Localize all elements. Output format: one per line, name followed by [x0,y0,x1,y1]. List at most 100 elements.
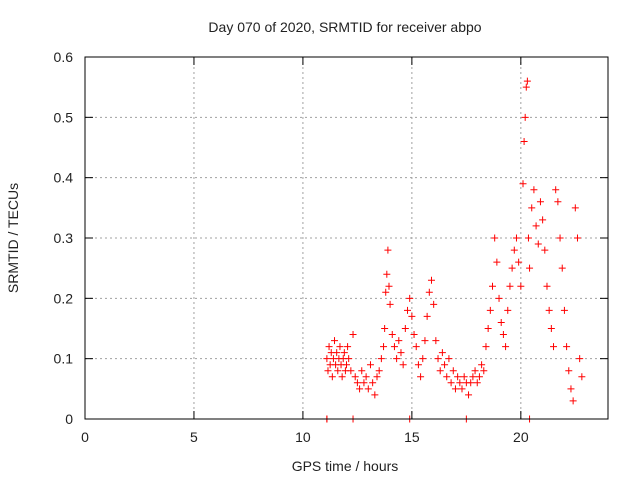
data-point [351,373,359,381]
data-point [541,246,549,254]
data-point [331,337,339,345]
y-axis-label: SRMTID / TECUs [5,183,21,293]
data-point [349,331,357,339]
data-point [419,355,427,363]
data-point [445,355,453,363]
y-tick-label: 0.4 [54,170,74,186]
data-point [386,300,394,308]
data-point [340,349,348,357]
data-point [560,306,568,314]
data-point [333,349,341,357]
data-point [454,373,462,381]
data-point [522,83,530,91]
data-point [565,367,573,375]
data-point [563,343,571,351]
data-point [371,391,379,399]
x-axis-ticks: 0 5 10 15 20 [81,57,529,445]
data-point [520,137,528,145]
y-tick-label: 0.6 [54,49,74,65]
data-point [543,282,551,290]
data-point [364,385,372,393]
data-point [556,234,564,242]
data-point [576,355,584,363]
data-point [550,343,558,351]
data-point [502,343,510,351]
x-tick-label: 5 [190,429,198,445]
data-point [465,391,473,399]
x-axis-label: GPS time / hours [292,458,399,474]
data-point [515,258,523,266]
data-point [366,361,374,369]
data-point [489,282,497,290]
data-point [473,379,481,387]
data-point [499,331,507,339]
data-point [397,349,405,357]
data-point [471,367,479,375]
data-point [432,337,440,345]
grid [85,57,608,419]
data-point [384,246,392,254]
data-point [508,264,516,272]
data-point [408,312,416,320]
data-point [552,186,560,194]
data-point [356,385,364,393]
data-point [532,222,540,230]
data-point [377,355,385,363]
data-point [353,379,361,387]
data-point [441,361,449,369]
data-point [447,379,455,387]
data-point [517,282,525,290]
data-point [362,373,370,381]
data-point [393,355,401,363]
data-point [478,361,486,369]
data-point [358,367,366,375]
data-point [401,325,409,332]
data-point [460,373,468,381]
data-point [382,288,390,296]
data-point [569,397,577,405]
x-tick-label: 0 [81,429,89,445]
chart-title: Day 070 of 2020, SRMTID for receiver abp… [208,19,481,35]
data-point [404,306,412,314]
data-point [421,337,429,345]
y-tick-label: 0.3 [54,230,74,246]
data-point [523,77,531,85]
data-point [573,234,581,242]
data-point [425,288,433,296]
data-point [469,373,477,381]
data-point [412,343,420,351]
data-point [390,343,398,351]
data-point [436,367,444,375]
data-point [558,264,566,272]
data-point [381,325,389,332]
data-point [467,379,475,387]
data-point [410,331,418,339]
data-point [475,373,483,381]
data-point [536,198,544,206]
data-point [414,361,422,369]
data-point [334,367,342,375]
data-point [360,379,368,387]
data-point [423,312,431,320]
data-point [554,198,562,206]
data-point [417,373,425,381]
data-point [451,385,459,393]
data-point [521,113,529,121]
data-point [510,246,518,254]
data-point [495,294,503,302]
x-tick-label: 15 [404,429,420,445]
data-point [406,294,414,302]
data-point [373,373,381,381]
data-point [504,306,512,314]
data-point [480,367,488,375]
data-point [434,355,442,363]
data-point [578,373,586,381]
data-point [530,186,538,194]
data-points [323,77,586,423]
data-point [388,331,396,339]
data-point [534,240,542,248]
data-point [526,264,534,272]
data-point [458,385,466,393]
data-point [547,325,555,332]
